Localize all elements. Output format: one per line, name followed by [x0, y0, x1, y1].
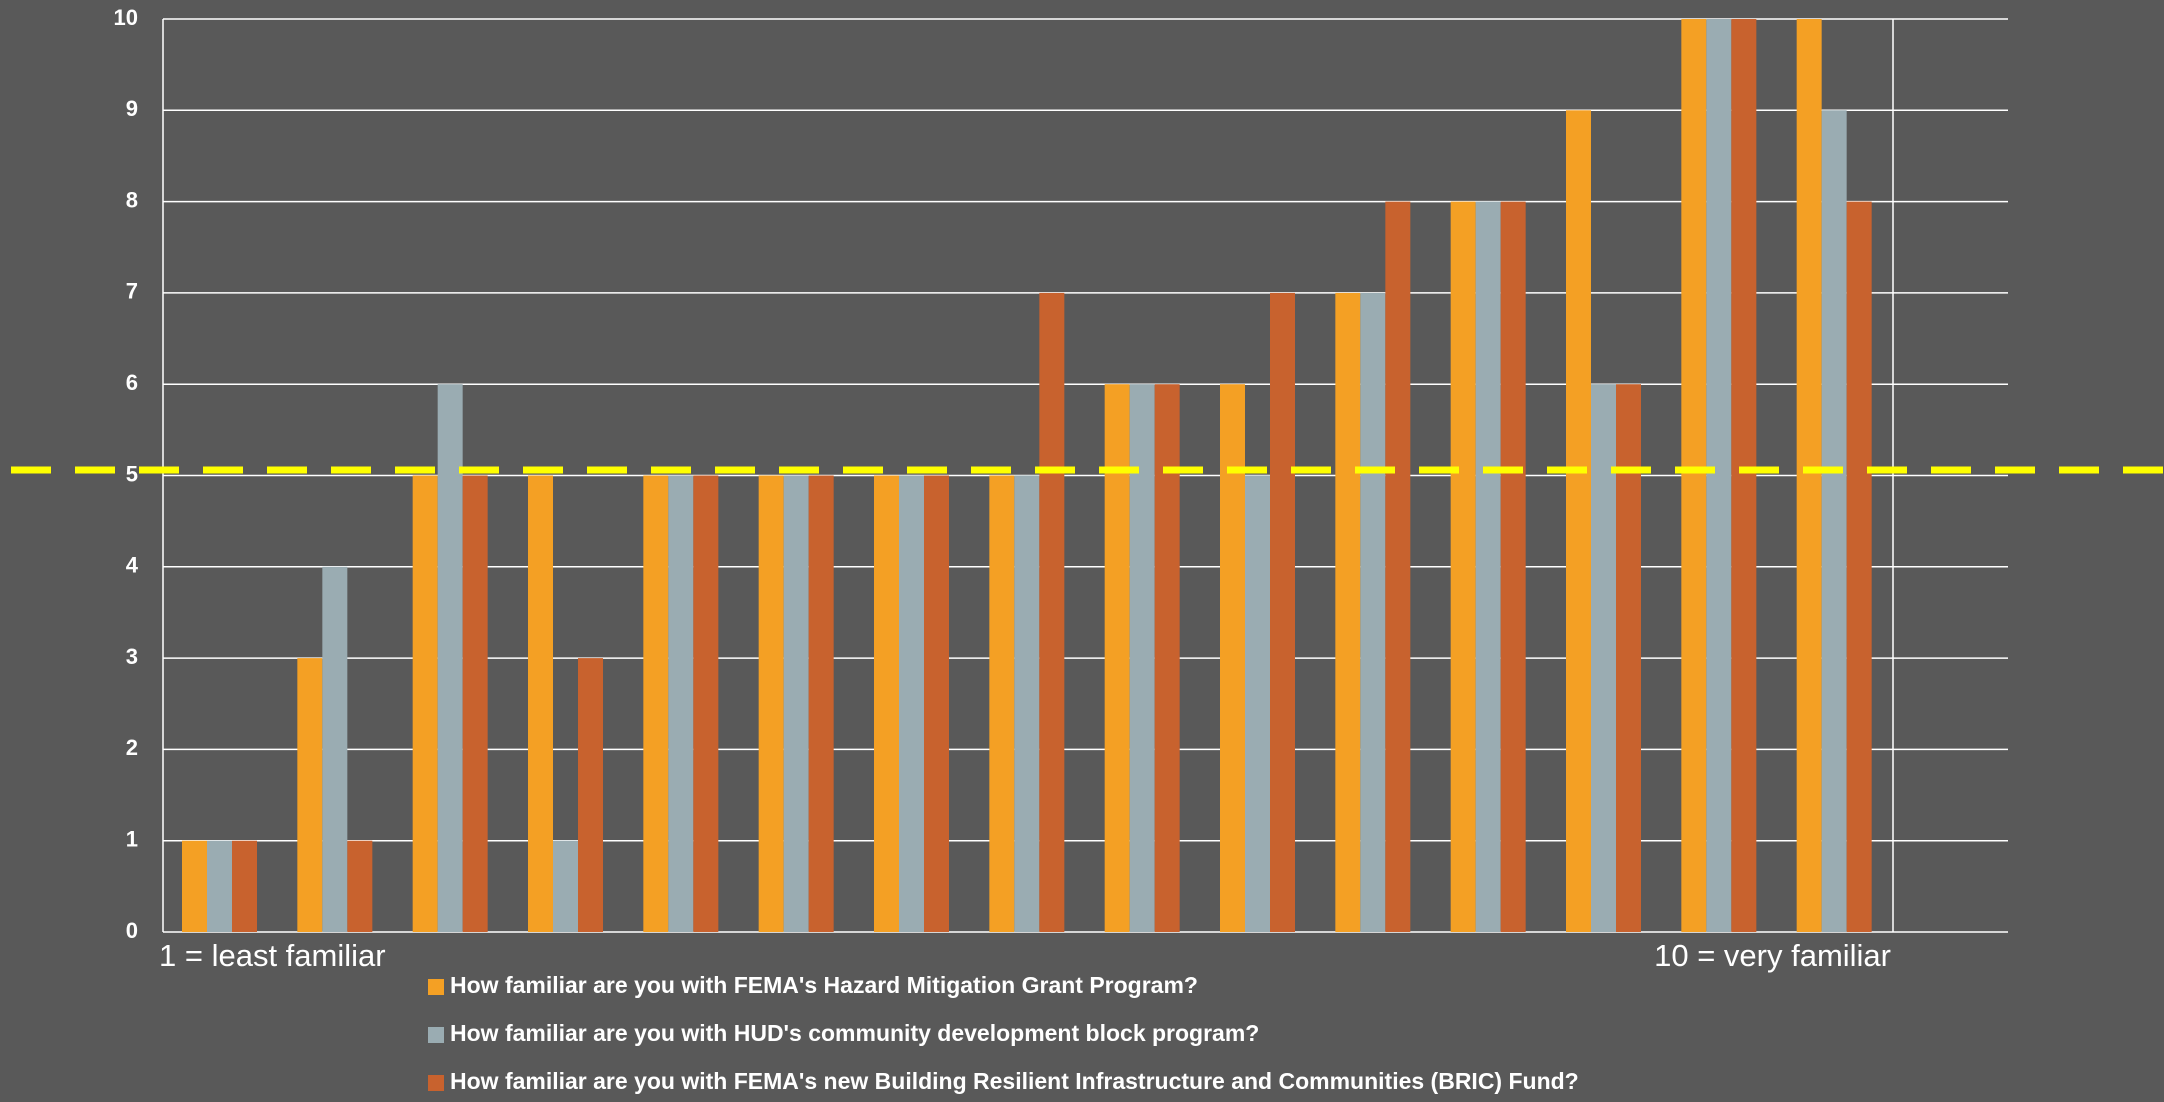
bar: [347, 840, 373, 932]
bar: [758, 475, 784, 932]
y-tick-label: 1: [126, 827, 138, 852]
bar: [553, 840, 578, 932]
legend-label: How familiar are you with HUD's communit…: [450, 1020, 1259, 1046]
annotation: 10 = very familiar: [1654, 938, 1891, 973]
legend-label: How familiar are you with FEMA's new Bui…: [450, 1068, 1579, 1094]
y-tick-label: 7: [126, 279, 138, 304]
bar: [207, 840, 232, 932]
bar: [1475, 201, 1501, 933]
bar: [693, 475, 719, 932]
annotation: 1 = least familiar: [159, 938, 386, 973]
y-tick-label: 4: [126, 553, 139, 578]
bar: [1616, 384, 1641, 932]
bar: [297, 658, 323, 932]
bar: [1360, 292, 1386, 932]
bar: [1104, 384, 1130, 932]
bar: [874, 475, 899, 932]
bar: [412, 475, 438, 932]
bar: [989, 475, 1015, 932]
y-tick-label: 10: [114, 5, 138, 30]
bar: [322, 566, 348, 932]
bar: [1154, 384, 1180, 932]
legend-label: How familiar are you with FEMA's Hazard …: [450, 972, 1198, 998]
bar: [578, 658, 603, 932]
bar: [1014, 475, 1040, 932]
bar: [1566, 110, 1591, 933]
bar: [1220, 384, 1245, 932]
y-tick-label: 0: [126, 918, 138, 943]
bar: [1591, 384, 1616, 932]
bar: [1821, 110, 1847, 933]
bar: [1731, 19, 1757, 932]
y-tick-label: 3: [126, 644, 138, 669]
bar: [1270, 292, 1295, 932]
y-tick-label: 6: [126, 370, 138, 395]
bar: [1335, 292, 1361, 932]
bar: [899, 475, 924, 932]
bar: [1846, 201, 1872, 933]
legend-swatch: [428, 1027, 444, 1043]
bar: [1706, 19, 1732, 932]
bar: [1245, 475, 1270, 932]
bar: [1385, 201, 1411, 933]
bar: [437, 384, 463, 932]
bar: [808, 475, 834, 932]
legend-swatch: [428, 1075, 444, 1091]
y-tick-label: 5: [126, 461, 138, 486]
y-tick-label: 9: [126, 96, 138, 121]
y-tick-label: 2: [126, 735, 138, 760]
bar: [462, 475, 488, 932]
legend-swatch: [428, 979, 444, 995]
bar: [924, 475, 949, 932]
bar: [232, 840, 257, 932]
bar: [668, 475, 694, 932]
bar: [1500, 201, 1526, 933]
bar: [1796, 19, 1822, 932]
bar: [1450, 201, 1476, 933]
bar: [643, 475, 669, 932]
bar: [182, 840, 207, 932]
bar: [783, 475, 809, 932]
y-tick-label: 8: [126, 187, 138, 212]
bar: [1681, 19, 1707, 932]
bar: [1039, 292, 1065, 932]
bar: [1129, 384, 1155, 932]
bar: [528, 475, 553, 932]
